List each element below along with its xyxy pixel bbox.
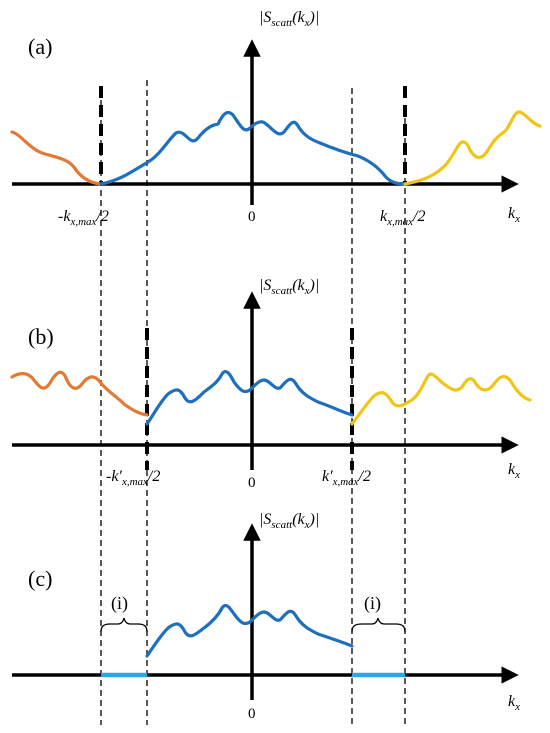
- panel-c: (c) (i) (i) 0 kx |Sscatt(kx)|: [12, 511, 520, 722]
- left-limit-label-a: -kx,max/2: [58, 208, 109, 228]
- gap-brace-left-c: [100, 617, 148, 633]
- main-spectrum-curve-c: [145, 603, 354, 658]
- left-alias-curve-b: [10, 370, 149, 417]
- panel-label-b: (b): [28, 324, 54, 349]
- x-axis-label-b: kx: [508, 461, 520, 481]
- guide-lines: [100, 80, 406, 725]
- gap-label-left-c: (i): [111, 593, 128, 614]
- panel-b: (b) -k′x,max/2 k′x,max/2 0 kx |Sscatt(kx…: [10, 277, 532, 491]
- panel-label-c: (c): [28, 566, 52, 591]
- y-axis-label-a: |Sscatt(kx)|: [259, 9, 319, 29]
- panel-a: (a) -kx,max/2 kx,max/2 0 kx |Sscatt(kx)|: [10, 9, 542, 228]
- right-alias-curve-b: [350, 372, 532, 426]
- left-alias-curve-a: [10, 130, 103, 186]
- y-axis-label-c: |Sscatt(kx)|: [259, 511, 319, 531]
- y-axis-label-b: |Sscatt(kx)|: [259, 277, 319, 297]
- left-limit-label-b: -k′x,max/2: [106, 468, 160, 488]
- x-axis-label-a: kx: [508, 205, 520, 225]
- gap-brace-right-c: [351, 617, 406, 633]
- right-limit-label-b: k′x,max/2: [322, 468, 371, 488]
- main-spectrum-curve-a: [99, 110, 407, 186]
- origin-label-b: 0: [248, 475, 256, 491]
- origin-label-c: 0: [248, 706, 256, 722]
- right-alias-curve-a: [403, 110, 542, 186]
- right-limit-label-a: kx,max/2: [380, 208, 426, 228]
- panel-label-a: (a): [28, 34, 52, 59]
- x-axis-label-c: kx: [508, 693, 520, 713]
- gap-label-right-c: (i): [364, 593, 381, 614]
- main-spectrum-curve-b: [145, 370, 354, 426]
- origin-label-a: 0: [248, 209, 256, 225]
